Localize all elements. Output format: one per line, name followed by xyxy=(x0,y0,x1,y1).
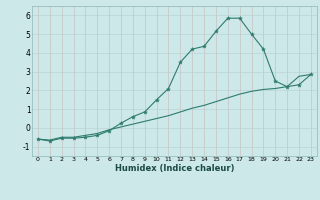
X-axis label: Humidex (Indice chaleur): Humidex (Indice chaleur) xyxy=(115,164,234,173)
